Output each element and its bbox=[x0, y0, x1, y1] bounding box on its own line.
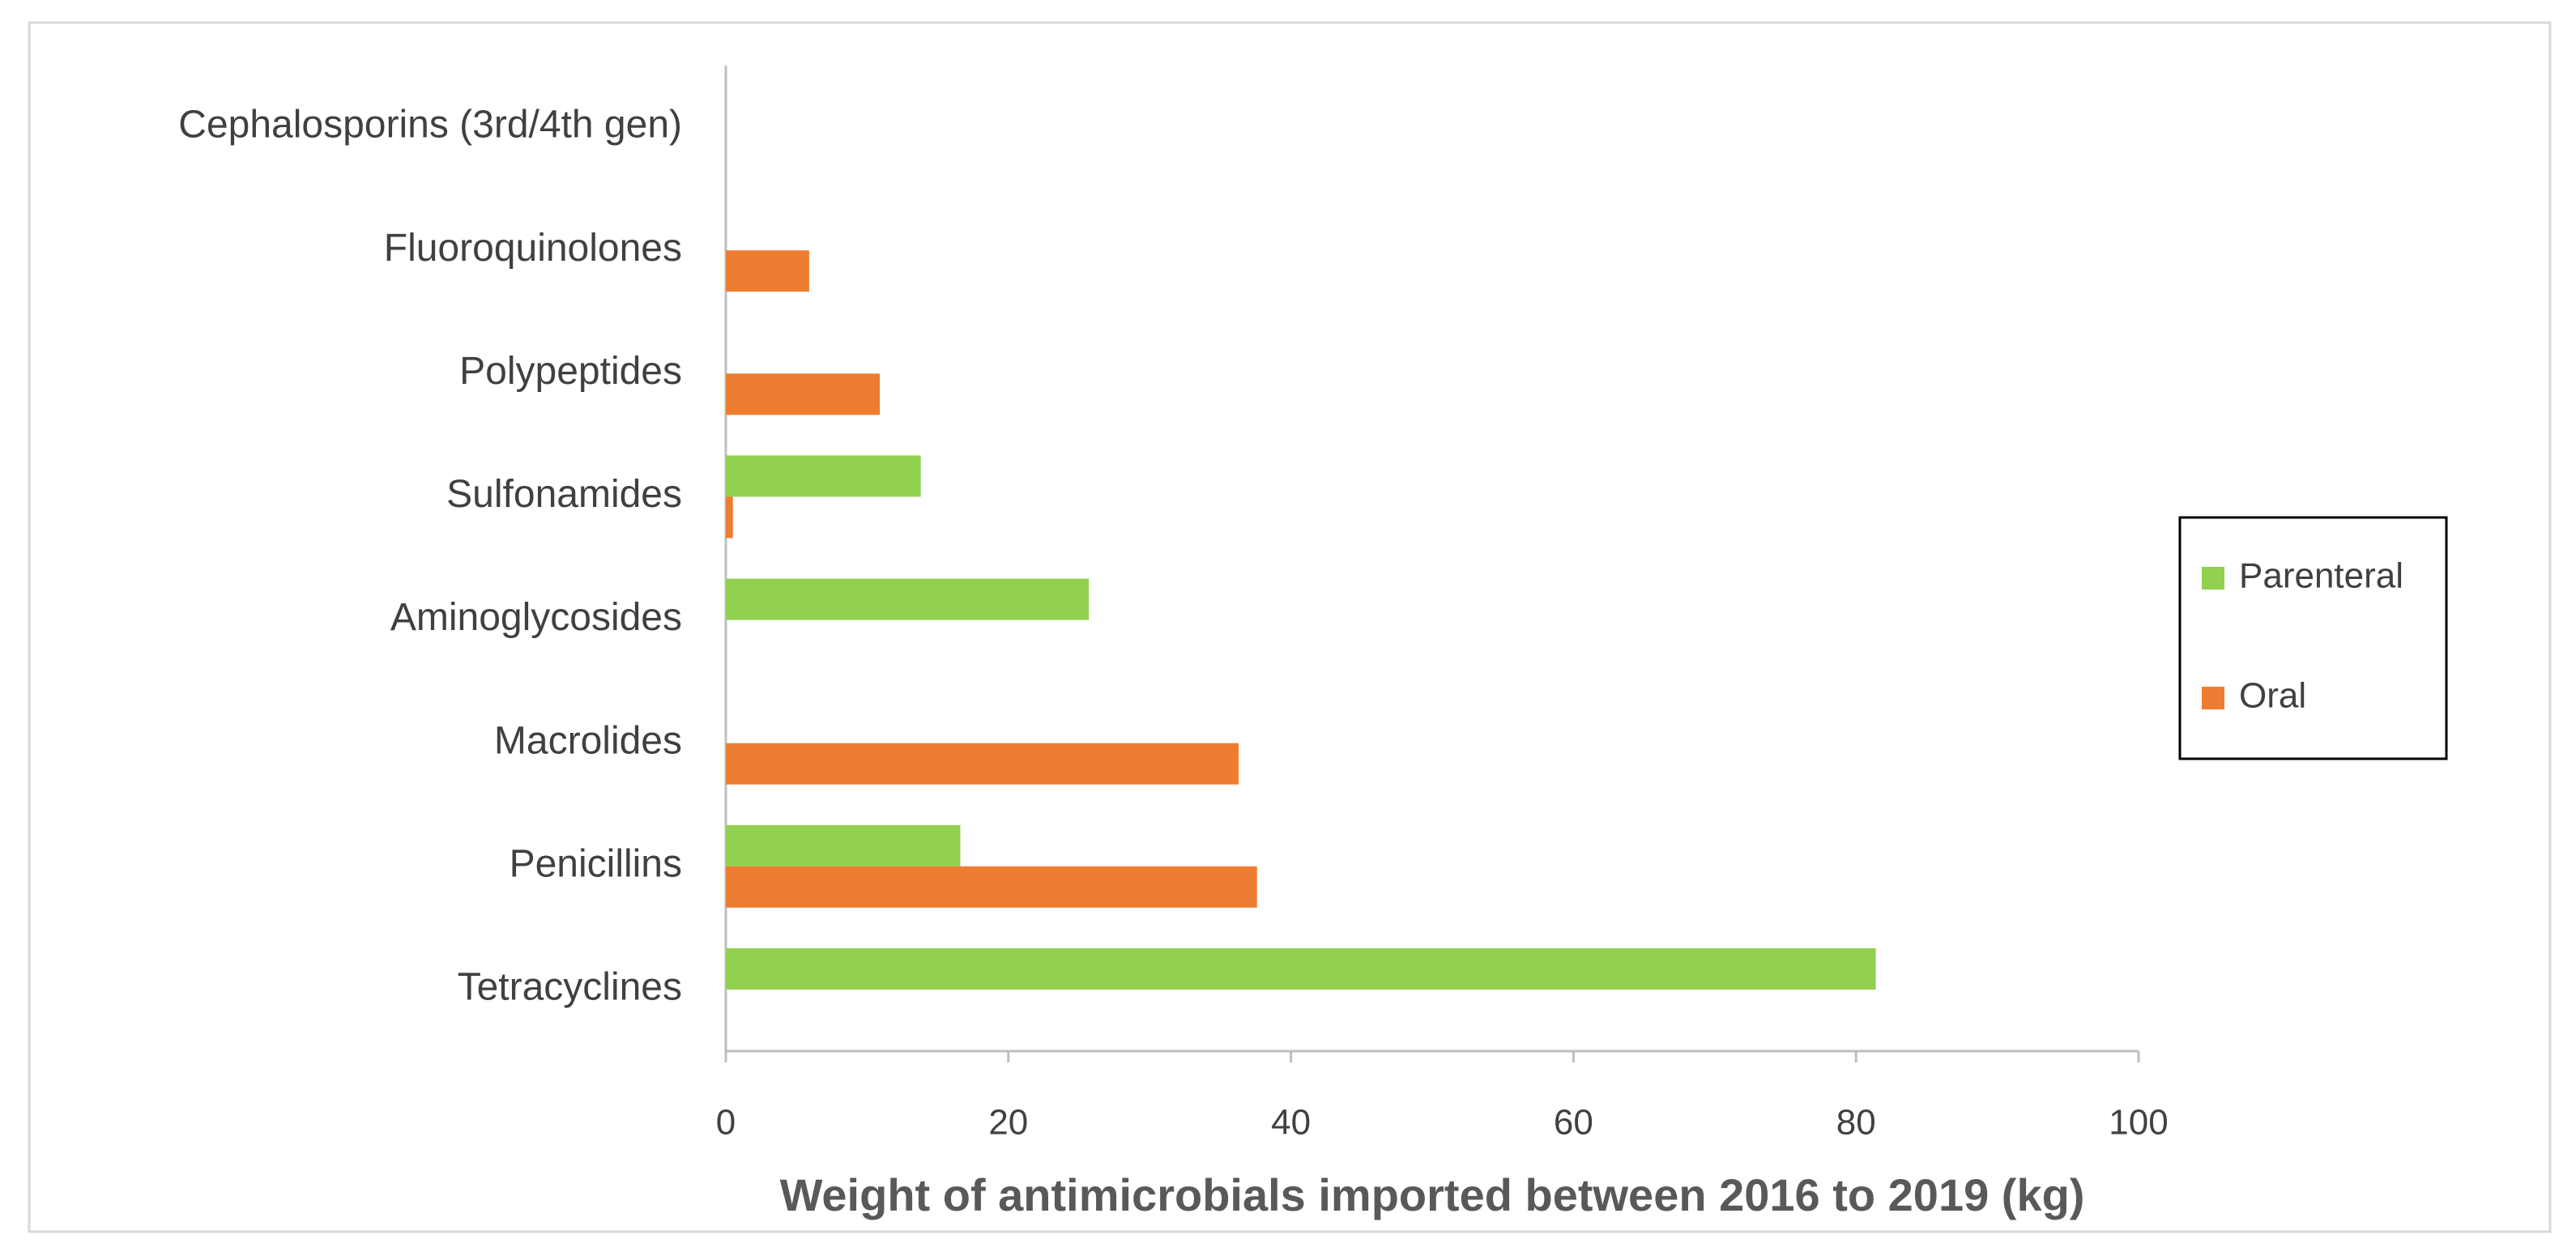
x-tick-label: 0 bbox=[716, 1103, 736, 1143]
y-tick-label: Aminoglycosides bbox=[390, 596, 682, 639]
legend-label: Parenteral bbox=[2239, 556, 2403, 596]
bar bbox=[726, 496, 733, 539]
bar bbox=[726, 455, 921, 497]
y-tick-label: Polypeptides bbox=[459, 350, 682, 393]
x-tick-label: 60 bbox=[1554, 1103, 1593, 1143]
y-tick-label: Fluoroquinolones bbox=[384, 227, 682, 270]
x-tick-label: 80 bbox=[1836, 1103, 1876, 1143]
legend-swatch bbox=[2202, 567, 2224, 590]
bar bbox=[726, 866, 1257, 908]
y-tick-label: Penicillins bbox=[510, 842, 682, 885]
chart-border bbox=[28, 21, 2552, 1233]
bar bbox=[726, 250, 809, 292]
x-axis-title: Weight of antimicrobials imported betwee… bbox=[780, 1169, 2085, 1220]
legend bbox=[2178, 516, 2448, 760]
bar bbox=[726, 743, 1239, 785]
bar bbox=[726, 578, 1090, 620]
x-tick-label: 20 bbox=[988, 1103, 1028, 1143]
bar bbox=[726, 947, 1876, 990]
y-tick-label: Macrolides bbox=[494, 719, 682, 762]
y-tick-label: Tetracyclines bbox=[458, 966, 682, 1009]
y-tick-label: Cephalosporins (3rd/4th gen) bbox=[178, 104, 682, 147]
legend-label: Oral bbox=[2239, 676, 2306, 716]
legend-swatch bbox=[2202, 687, 2224, 709]
bar bbox=[726, 373, 881, 415]
x-tick-label: 100 bbox=[2109, 1103, 2168, 1143]
x-tick-label: 40 bbox=[1271, 1103, 1311, 1143]
y-tick-label: Sulfonamides bbox=[446, 473, 682, 516]
bar bbox=[726, 824, 961, 866]
